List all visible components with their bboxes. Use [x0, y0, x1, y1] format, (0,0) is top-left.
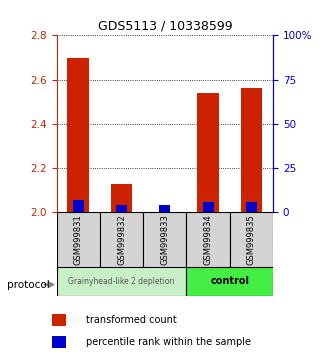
Bar — [57, 267, 186, 296]
Bar — [197, 93, 219, 212]
Bar — [67, 57, 89, 212]
Bar — [186, 212, 230, 267]
Bar — [116, 205, 127, 212]
Text: GSM999834: GSM999834 — [203, 215, 213, 265]
Bar — [240, 88, 262, 212]
Bar — [203, 202, 213, 212]
Bar — [143, 212, 186, 267]
Bar — [111, 184, 133, 212]
Text: GSM999832: GSM999832 — [117, 215, 126, 265]
Bar — [57, 212, 100, 267]
Text: transformed count: transformed count — [86, 315, 176, 325]
Text: percentile rank within the sample: percentile rank within the sample — [86, 337, 251, 347]
Bar — [52, 314, 66, 326]
Text: GSM999831: GSM999831 — [74, 215, 83, 265]
Bar — [100, 212, 143, 267]
Bar — [186, 267, 273, 296]
Bar — [160, 205, 170, 212]
Text: Grainyhead-like 2 depletion: Grainyhead-like 2 depletion — [68, 277, 175, 286]
Text: GSM999835: GSM999835 — [247, 215, 256, 265]
Text: protocol: protocol — [7, 280, 49, 290]
Bar — [230, 212, 273, 267]
Text: GSM999833: GSM999833 — [160, 215, 169, 265]
Title: GDS5113 / 10338599: GDS5113 / 10338599 — [98, 20, 232, 33]
Bar — [246, 202, 257, 212]
Text: control: control — [210, 276, 249, 286]
Bar — [52, 336, 66, 348]
Bar — [73, 200, 84, 212]
